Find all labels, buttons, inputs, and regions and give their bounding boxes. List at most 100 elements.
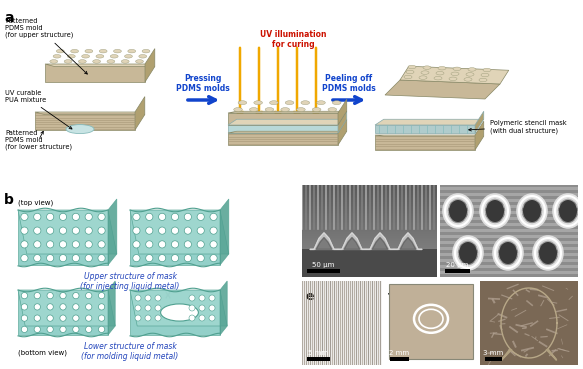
Bar: [440, 202, 578, 205]
Circle shape: [135, 315, 141, 321]
Circle shape: [209, 315, 215, 321]
Circle shape: [86, 293, 92, 299]
Text: Peeling off
PDMS molds: Peeling off PDMS molds: [322, 73, 376, 93]
Bar: [440, 265, 578, 268]
Polygon shape: [338, 119, 347, 145]
Bar: [440, 184, 578, 187]
Bar: [302, 241, 437, 242]
Circle shape: [21, 255, 28, 262]
Ellipse shape: [96, 55, 104, 58]
Bar: [440, 232, 578, 235]
Bar: [302, 265, 437, 266]
Bar: [302, 248, 437, 249]
Circle shape: [189, 295, 195, 301]
Circle shape: [155, 295, 161, 301]
Bar: [302, 209, 437, 210]
Circle shape: [47, 326, 53, 332]
Ellipse shape: [436, 72, 444, 75]
Circle shape: [34, 315, 40, 321]
Bar: [302, 189, 437, 190]
Text: 20 μm: 20 μm: [446, 262, 468, 268]
Circle shape: [171, 241, 178, 248]
Polygon shape: [18, 210, 117, 254]
Bar: [302, 199, 437, 200]
Ellipse shape: [254, 101, 262, 105]
Bar: [302, 259, 437, 260]
Ellipse shape: [404, 75, 412, 79]
Bar: [302, 193, 437, 194]
Circle shape: [98, 213, 105, 220]
Polygon shape: [344, 237, 360, 249]
Circle shape: [60, 293, 66, 299]
Circle shape: [47, 293, 53, 299]
Ellipse shape: [328, 108, 336, 111]
Ellipse shape: [114, 49, 121, 53]
Bar: [302, 269, 437, 270]
Circle shape: [209, 305, 215, 311]
Ellipse shape: [142, 49, 150, 53]
Circle shape: [21, 293, 27, 299]
Text: Pressing
PDMS molds: Pressing PDMS molds: [176, 73, 230, 93]
Bar: [302, 240, 437, 241]
Circle shape: [73, 293, 79, 299]
Polygon shape: [130, 290, 227, 326]
Polygon shape: [145, 49, 155, 82]
Ellipse shape: [160, 304, 198, 321]
Circle shape: [155, 305, 161, 311]
Bar: [440, 199, 578, 202]
Bar: [302, 258, 437, 259]
Bar: [440, 208, 578, 211]
Bar: [302, 201, 437, 202]
Circle shape: [99, 304, 105, 310]
Polygon shape: [228, 113, 338, 125]
Bar: [302, 232, 437, 233]
Circle shape: [189, 305, 195, 311]
Circle shape: [47, 241, 54, 248]
Ellipse shape: [483, 68, 491, 72]
Bar: [302, 231, 437, 232]
Ellipse shape: [317, 101, 325, 105]
Bar: [302, 238, 437, 239]
Circle shape: [171, 213, 178, 220]
Circle shape: [60, 315, 66, 321]
Circle shape: [99, 326, 105, 332]
Ellipse shape: [479, 78, 487, 82]
Bar: [440, 253, 578, 256]
Ellipse shape: [481, 73, 489, 77]
Polygon shape: [310, 233, 338, 249]
Text: d: d: [443, 194, 452, 207]
Ellipse shape: [281, 108, 290, 111]
Bar: [302, 227, 437, 228]
Polygon shape: [130, 290, 220, 335]
Ellipse shape: [408, 65, 416, 69]
Circle shape: [98, 255, 105, 262]
Bar: [440, 247, 578, 250]
Bar: [302, 207, 437, 208]
Polygon shape: [130, 210, 229, 254]
Text: 5 mm: 5 mm: [308, 350, 328, 356]
Circle shape: [99, 315, 105, 321]
Bar: [440, 190, 578, 193]
Bar: [302, 252, 437, 253]
Circle shape: [72, 255, 79, 262]
Circle shape: [21, 304, 27, 310]
Circle shape: [47, 315, 53, 321]
Polygon shape: [338, 233, 366, 249]
Circle shape: [34, 227, 41, 234]
Circle shape: [197, 255, 204, 262]
Circle shape: [159, 213, 166, 220]
Circle shape: [34, 326, 40, 332]
Bar: [302, 235, 437, 236]
Bar: [302, 194, 437, 195]
Polygon shape: [400, 237, 416, 249]
Circle shape: [72, 227, 79, 234]
Polygon shape: [228, 125, 338, 133]
Ellipse shape: [449, 200, 467, 222]
Text: UV illumination
for curing: UV illumination for curing: [260, 30, 326, 49]
Bar: [302, 206, 437, 207]
Polygon shape: [220, 199, 229, 265]
Text: e: e: [305, 290, 314, 303]
Bar: [302, 212, 437, 213]
Ellipse shape: [125, 55, 132, 58]
Bar: [302, 250, 437, 251]
